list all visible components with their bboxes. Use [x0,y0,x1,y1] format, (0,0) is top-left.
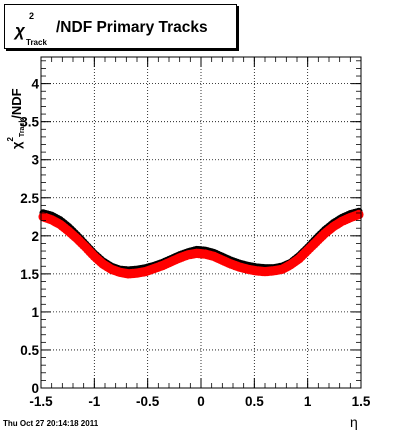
timestamp: Thu Oct 27 20:14:18 2011 [3,419,99,428]
title-superscript: 2 [29,11,35,21]
x-tick-label: 1 [304,394,312,409]
y-tick-label: 0.5 [20,343,39,358]
y-tick-label: 3 [31,153,39,168]
y-axis-label-suffix: /NDF [9,88,24,119]
y-tick-label: 3.5 [20,115,39,130]
axis-tick-labels: -1.5 -1 -0.5 0 0.5 1 1.5 0 0.5 1 1.5 2 2.5 3 3.5 4 [20,77,371,409]
series-1-markers [38,209,364,279]
chart-title: /NDF Primary Tracks [56,19,208,36]
x-axis-label: η [350,414,358,430]
y-tick-label: 0 [31,381,39,396]
y-axis-label-superscript: 2 [6,137,15,142]
y-tick-label: 1.5 [20,267,39,282]
title-chi-symbol: χ [15,21,25,40]
x-tick-label: -0.5 [136,394,160,409]
y-tick-label: 4 [31,77,39,92]
x-tick-label: -1 [88,394,100,409]
data-markers [38,207,364,279]
y-axis-label-subscript: Track [19,118,26,138]
y-tick-label: 2.5 [20,191,39,206]
y-axis-label-chi: χ [9,141,24,149]
x-tick-label: 0 [197,394,205,409]
axis-ticks [40,57,362,389]
grid-lines [41,57,361,388]
x-tick-label: -1.5 [29,394,53,409]
y-tick-label: 1 [31,305,39,320]
x-tick-label: 0.5 [245,394,264,409]
x-tick-label: 1.5 [352,394,371,409]
title-subscript: Track [26,38,47,47]
title-box: χ 2 Track /NDF Primary Tracks [4,4,237,49]
data-point [354,209,364,220]
y-tick-label: 2 [31,229,39,244]
y-axis-label: χ2 Track/NDF [6,88,26,149]
